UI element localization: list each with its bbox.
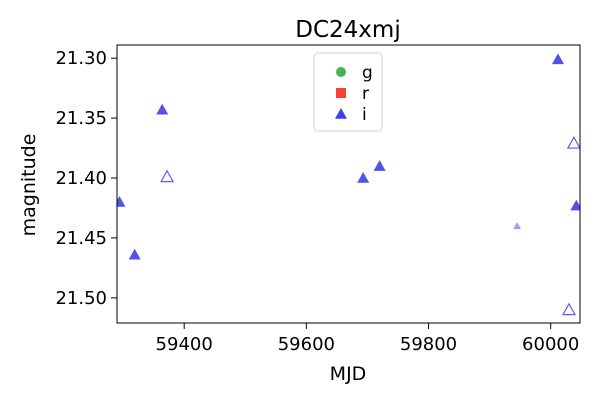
legend-label-i: i <box>362 105 367 125</box>
y-axis-ticks: 21.30 21.35 21.40 21.45 21.50 <box>55 48 117 309</box>
data-point-i <box>513 221 522 230</box>
legend-label-r: r <box>362 84 369 104</box>
y-tick-label: 21.45 <box>55 228 107 249</box>
data-points <box>117 53 580 316</box>
data-point-i <box>373 160 386 171</box>
x-tick-label: 59400 <box>156 334 213 355</box>
data-point-i <box>156 103 169 115</box>
data-point-i <box>128 248 141 260</box>
legend-box <box>313 52 383 132</box>
x-axis-title: MJD <box>330 363 367 385</box>
plot-frame <box>116 44 581 324</box>
legend-label-g: g <box>362 63 373 83</box>
legend: gri <box>313 52 383 132</box>
y-tick-label: 21.30 <box>55 48 107 69</box>
legend-marker-i <box>335 108 347 119</box>
data-point-i <box>160 169 175 183</box>
legend-marker-g <box>336 67 346 77</box>
y-axis-title: magnitude <box>18 134 40 237</box>
x-axis-ticks: 59400 59600 59800 60000 <box>156 323 579 355</box>
data-point-i <box>566 136 580 149</box>
x-tick-label: 60000 <box>522 334 579 355</box>
data-point-i <box>561 302 577 316</box>
y-tick-label: 21.35 <box>55 108 107 129</box>
x-tick-label: 59800 <box>400 334 457 355</box>
data-point-i <box>570 199 580 211</box>
data-point-i <box>357 172 370 183</box>
data-point-i <box>117 195 126 207</box>
y-tick-label: 21.50 <box>55 288 107 309</box>
data-point-i <box>552 53 565 65</box>
y-tick-label: 21.40 <box>55 168 107 189</box>
chart-title: DC24xmj <box>295 17 400 43</box>
legend-marker-r <box>336 88 346 98</box>
x-tick-label: 59600 <box>278 334 335 355</box>
